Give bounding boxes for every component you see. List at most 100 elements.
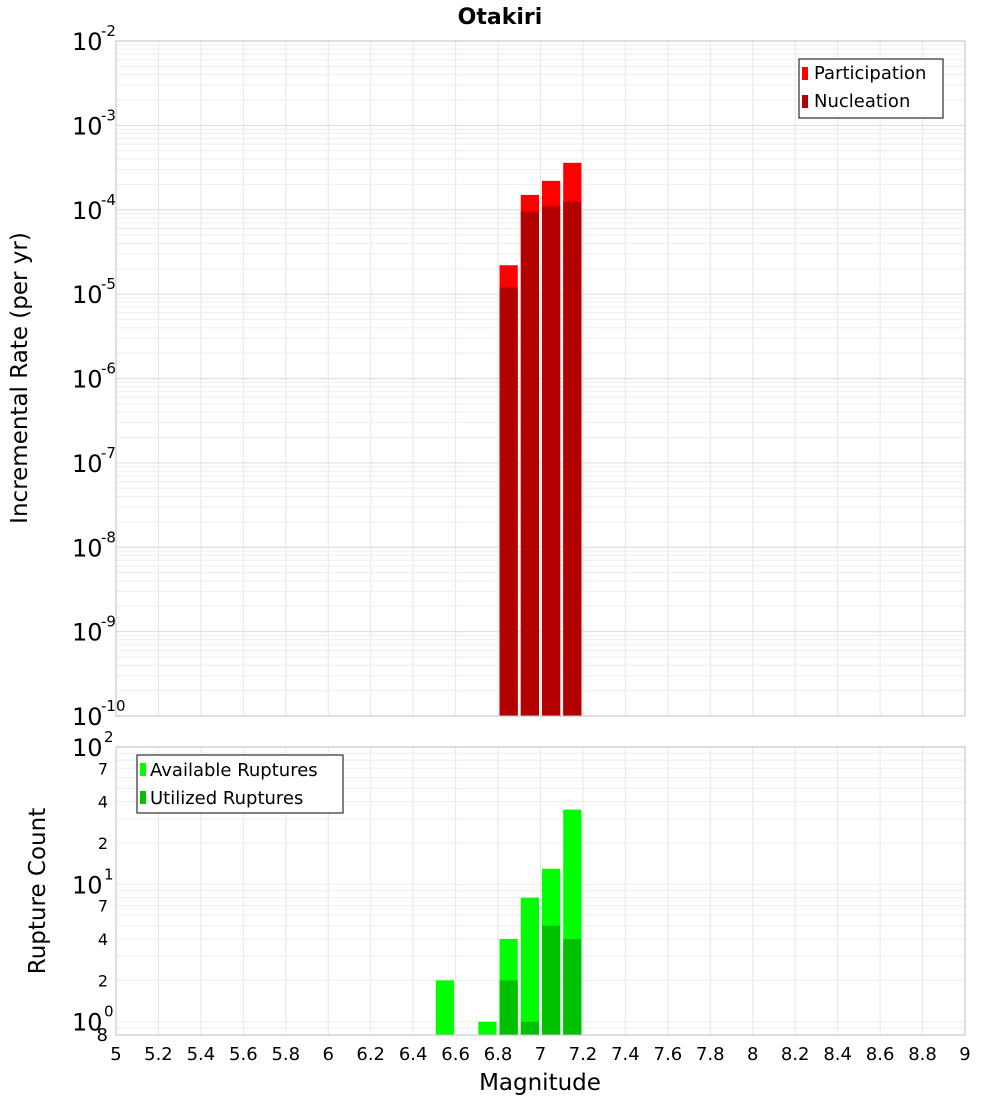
top-legend-box [798, 58, 944, 119]
bar-utilized-ruptures [499, 980, 518, 1035]
bottom-y-tick-label: 10 2 [72, 728, 114, 762]
x-tick-labels: 5 5.2 5.4 5.6 5.8 6 6.2 6.4 6.6 6.8 7 7.2 7.4 7.6 7.8 8… [110, 1044, 970, 1065]
x-tick-label: 7.2 [569, 1044, 598, 1065]
y-tick-exponent: -2 [101, 22, 116, 40]
bottom-y-axis-title: Rupture Count [25, 808, 51, 974]
top-plot-frame [115, 40, 966, 717]
x-tick-label: 5.6 [229, 1044, 258, 1065]
y-tick-base: 10 [72, 534, 103, 562]
y-tick-exponent: 1 [104, 865, 114, 883]
y-tick-exponent: -8 [101, 528, 116, 546]
top-y-tick-label: 10-8 [72, 528, 116, 562]
x-tick-label: 6 [323, 1044, 334, 1065]
top-y-tick-label: 10-3 [72, 106, 116, 140]
y-tick-exponent: -7 [101, 444, 116, 462]
y-tick-exponent: -3 [101, 106, 116, 124]
legend-label-nucleation: Nucleation [814, 91, 910, 112]
y-tick-base: 10 [72, 197, 103, 225]
y-tick-exponent: 2 [104, 728, 114, 746]
bar-nucleation [499, 287, 518, 716]
top-y-tick-label: 10-5 [72, 275, 116, 309]
y-minor-tick-label: 2 [98, 971, 108, 990]
legend-swatch-utilized-ruptures [140, 791, 146, 804]
x-tick-label: 6.8 [484, 1044, 513, 1065]
x-tick-label: 8.8 [908, 1044, 937, 1065]
bottom-legend: Available Ruptures Utilized Ruptures [136, 754, 344, 814]
top-y-tick-label: 10-2 [72, 22, 116, 56]
y-minor-tick-label: 2 [98, 834, 108, 853]
legend-swatch-participation [802, 67, 808, 80]
y-tick-exponent: -10 [101, 697, 126, 715]
bar-available-ruptures [520, 897, 539, 1035]
top-y-tick-label: 10-7 [72, 444, 116, 478]
legend-label-utilized-ruptures: Utilized Ruptures [150, 788, 303, 809]
x-tick-label: 7.8 [696, 1044, 725, 1065]
y-tick-base: 10 [72, 28, 103, 56]
x-tick-label: 6.2 [356, 1044, 385, 1065]
x-tick-label: 5.8 [271, 1044, 300, 1065]
bottom-y-tick-label: 10 1 [72, 865, 114, 899]
x-tick-label: 5 [110, 1044, 121, 1065]
x-axis-title: Magnitude [479, 1070, 601, 1096]
y-tick-base: 10 [72, 619, 103, 647]
y-tick-base: 10 [72, 1009, 103, 1037]
top-bars [499, 162, 582, 716]
y-tick-base: 10 [72, 703, 103, 731]
top-y-tick-label: 10-4 [72, 191, 116, 225]
y-tick-base: 10 [72, 450, 103, 478]
y-tick-exponent: -6 [101, 360, 116, 378]
y-tick-base: 10 [72, 366, 103, 394]
x-tick-label: 8 [747, 1044, 758, 1065]
y-minor-tick-label: 4 [98, 930, 108, 949]
y-tick-exponent: 0 [104, 1003, 114, 1021]
top-legend: Participation Nucleation [798, 58, 944, 119]
bar-available-ruptures [435, 980, 455, 1035]
y-minor-tick-label: 8 [97, 1025, 108, 1046]
top-y-tick-label: 10-6 [72, 360, 116, 394]
y-tick-exponent: -9 [101, 613, 116, 631]
bar-nucleation [520, 211, 539, 716]
bottom-plot-frame [115, 746, 966, 1036]
bottom-bars [435, 809, 582, 1035]
bar-utilized-ruptures [563, 939, 582, 1035]
x-tick-label: 9 [959, 1044, 970, 1065]
legend-swatch-nucleation [802, 95, 808, 108]
bottom-legend-box [136, 754, 344, 814]
top-y-tick-label: 10-9 [72, 613, 116, 647]
chart-title: Otakiri [458, 5, 543, 30]
y-tick-exponent: -5 [101, 275, 116, 293]
x-tick-label: 8.6 [866, 1044, 895, 1065]
legend-swatch-available-ruptures [140, 763, 146, 776]
y-tick-base: 10 [72, 112, 103, 140]
x-tick-label: 7.4 [611, 1044, 640, 1065]
y-tick-base: 10 [72, 734, 103, 762]
x-tick-label: 8.2 [781, 1044, 810, 1065]
bar-nucleation [542, 206, 561, 716]
x-tick-label: 5.4 [187, 1044, 216, 1065]
legend-label-participation: Participation [814, 63, 926, 84]
bar-utilized-ruptures [520, 1021, 539, 1035]
y-tick-base: 10 [72, 281, 103, 309]
y-minor-tick-label: 7 [98, 759, 108, 778]
y-tick-base: 10 [72, 871, 103, 899]
bar-available-ruptures [478, 1021, 497, 1035]
x-tick-label: 5.2 [144, 1044, 173, 1065]
top-gridlines [115, 41, 966, 717]
x-tick-label: 6.6 [441, 1044, 470, 1065]
y-minor-tick-label: 4 [98, 793, 108, 812]
y-tick-exponent: -4 [101, 191, 116, 209]
bottom-y-tick-label: 10 0 [72, 1003, 114, 1037]
x-tick-label: 6.4 [399, 1044, 428, 1065]
x-tick-label: 8.4 [823, 1044, 852, 1065]
x-tick-label: 7.6 [654, 1044, 683, 1065]
legend-label-available-ruptures: Available Ruptures [150, 760, 318, 781]
top-y-axis-title: Incremental Rate (per yr) [7, 232, 33, 524]
y-minor-tick-label: 7 [98, 897, 108, 916]
bottom-gridlines [115, 746, 966, 1036]
x-tick-label: 7 [535, 1044, 546, 1065]
